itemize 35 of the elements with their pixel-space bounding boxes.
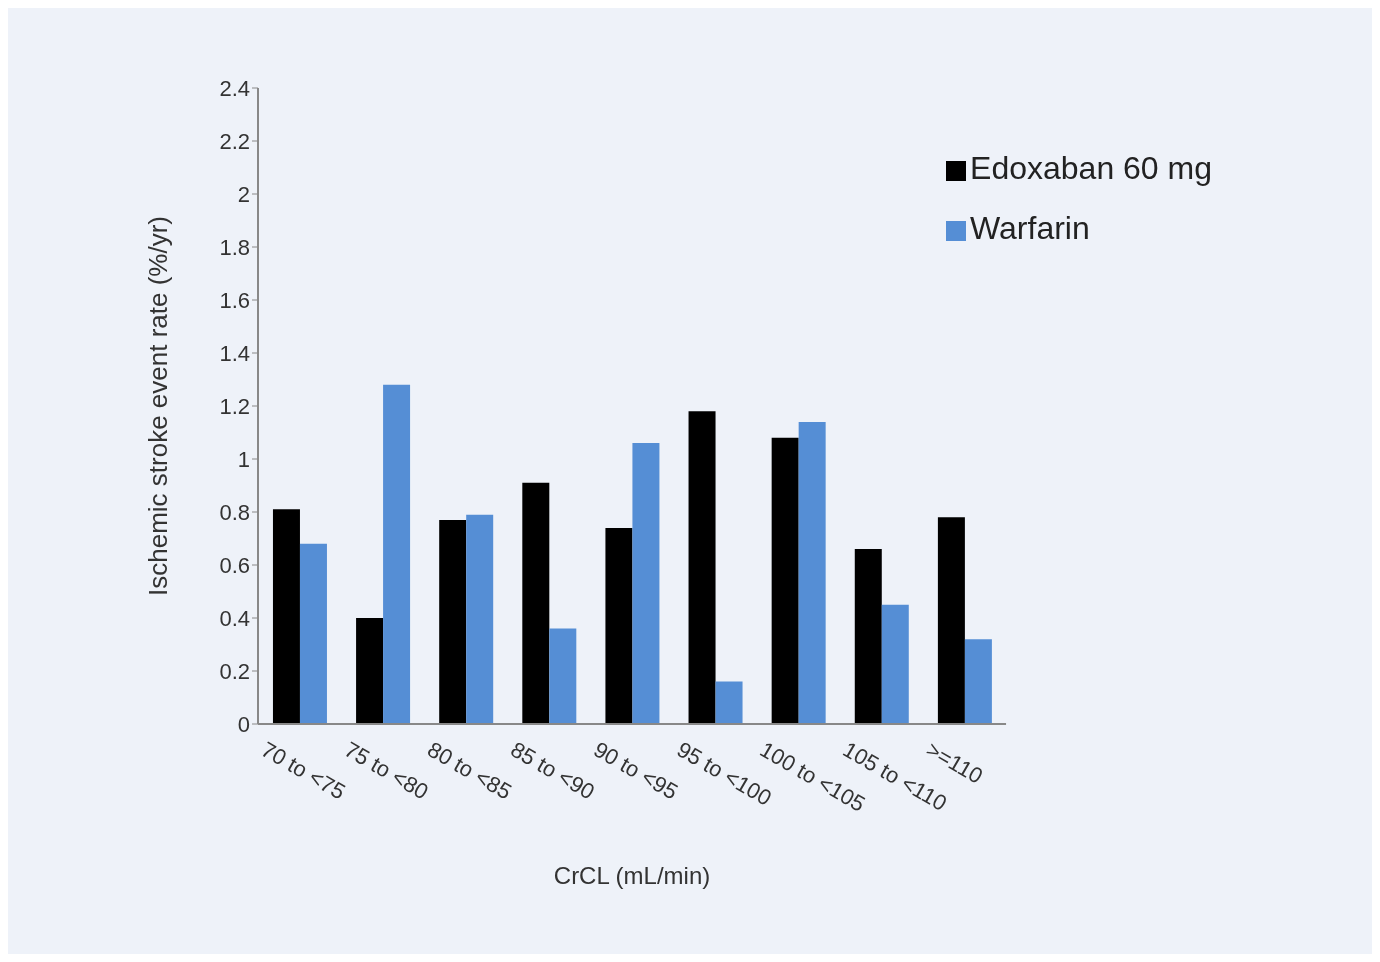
- y-tick-label: 2: [237, 181, 250, 207]
- y-axis-title: Ischemic stroke event rate (%/yr): [143, 216, 174, 596]
- legend-label: Edoxaban 60 mg: [970, 150, 1212, 186]
- y-tick-label: 0.6: [219, 552, 250, 578]
- bar: [964, 639, 992, 724]
- bar: [272, 509, 300, 724]
- y-tick-label: 0.2: [219, 658, 250, 684]
- bar: [937, 517, 965, 724]
- y-tick-label: 1.2: [219, 393, 250, 419]
- y-tick-label: 1.8: [219, 234, 250, 260]
- y-tick-label: 1.6: [219, 287, 250, 313]
- y-tick-label: 1.4: [219, 340, 250, 366]
- bar: [798, 421, 826, 724]
- y-tick-label: 2.4: [219, 75, 250, 101]
- bar: [632, 443, 660, 724]
- bar: [522, 482, 550, 724]
- bar: [299, 543, 327, 724]
- bar: [549, 628, 577, 724]
- bar: [715, 681, 743, 724]
- bar: [605, 527, 633, 724]
- x-axis-title: CrCL (mL/min): [553, 862, 711, 889]
- y-tick-label: 0.4: [219, 605, 250, 631]
- bar: [881, 604, 909, 724]
- bar: [854, 549, 882, 724]
- legend-label: Warfarin: [970, 210, 1090, 246]
- y-tick-label: 0.8: [219, 499, 250, 525]
- bar: [688, 411, 716, 724]
- y-tick-label: 0: [237, 711, 250, 737]
- y-tick-label: 1: [237, 446, 250, 472]
- bar: [383, 384, 411, 724]
- y-tick-label: 2.2: [219, 128, 250, 154]
- bar: [771, 437, 799, 724]
- bar: [466, 514, 494, 724]
- bar: [356, 618, 384, 724]
- bar: [439, 519, 467, 724]
